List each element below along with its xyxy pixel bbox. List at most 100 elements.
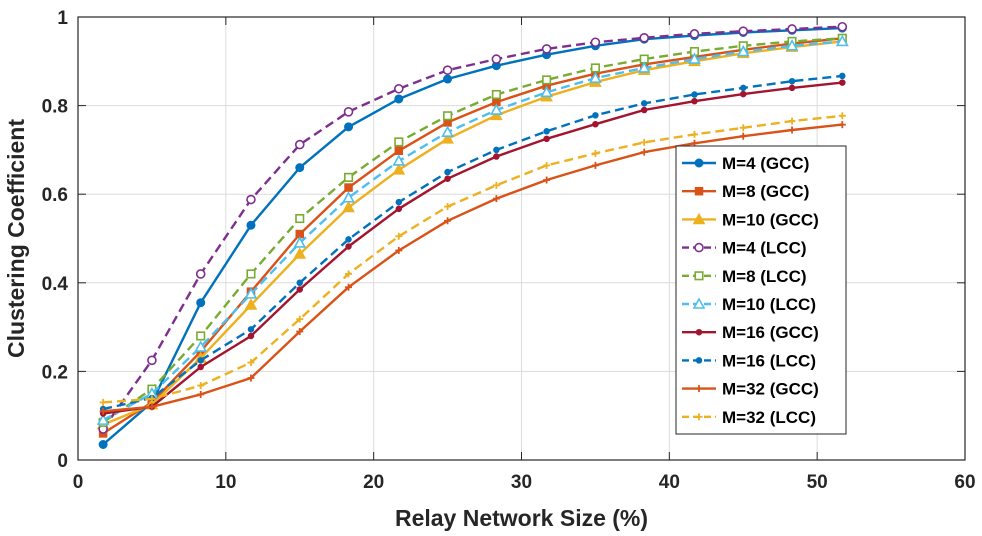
data-point <box>443 111 453 121</box>
x-tick-label: 60 <box>954 472 975 493</box>
data-point <box>392 163 406 175</box>
y-tick-label: 0.6 <box>42 185 68 206</box>
legend-marker <box>694 242 704 253</box>
data-point <box>788 84 796 92</box>
data-point <box>296 328 304 336</box>
data-point <box>590 37 601 48</box>
legend-label: M=16 (GCC) <box>722 323 819 342</box>
data-point <box>640 138 648 146</box>
x-axis-label: Relay Network Size (%) <box>395 505 648 531</box>
data-point <box>342 191 355 203</box>
data-point <box>640 100 648 107</box>
data-point <box>444 168 451 176</box>
legend-entry: M=10 (GCC) <box>682 210 819 229</box>
data-point <box>246 194 256 205</box>
data-point <box>839 72 846 80</box>
series-line <box>102 123 843 413</box>
x-tick-label: 30 <box>511 472 532 493</box>
data-point <box>541 44 552 54</box>
data-point <box>296 286 303 293</box>
data-point <box>345 283 353 291</box>
data-point <box>839 79 846 86</box>
data-point <box>345 236 352 243</box>
legend-marker <box>695 328 703 336</box>
data-point <box>98 439 108 449</box>
data-point <box>394 146 404 156</box>
series-m-32-gcc <box>99 121 846 415</box>
y-axis-label: Clustering Coefficient <box>3 119 29 358</box>
data-point <box>196 331 206 341</box>
series-line <box>102 74 843 411</box>
data-point <box>246 220 256 230</box>
data-point <box>543 161 551 169</box>
data-point <box>247 326 255 333</box>
data-point <box>441 132 454 144</box>
legend-entry: M=8 (GCC) <box>682 182 809 201</box>
legend-items: M=4 (GCC) M=8 (GCC) M=10 (GCC) M=4 (LCC) M=8… <box>682 154 819 427</box>
data-point <box>148 403 156 411</box>
data-point <box>442 65 453 75</box>
data-point <box>493 153 500 160</box>
legend-marker <box>695 357 703 364</box>
data-point <box>688 52 701 64</box>
legend-label: M=32 (LCC) <box>722 408 816 427</box>
data-point <box>591 149 599 157</box>
data-point <box>589 71 602 83</box>
x-tick-label: 10 <box>215 472 236 493</box>
data-point <box>148 395 156 403</box>
data-point <box>543 128 550 135</box>
data-point <box>99 398 107 406</box>
data-point <box>247 332 255 340</box>
x-tick-label: 50 <box>807 472 828 493</box>
y-tick-label: 0.8 <box>42 97 68 118</box>
legend-entry: M=8 (LCC) <box>682 267 807 286</box>
data-point <box>444 203 452 211</box>
data-point <box>444 217 452 225</box>
legend: M=4 (GCC) M=8 (GCC) M=10 (GCC) M=4 (LCC) M=8… <box>675 145 847 435</box>
series-line <box>102 25 843 430</box>
data-point <box>691 97 698 105</box>
data-point <box>592 120 599 128</box>
data-point <box>490 108 503 121</box>
legend-label: M=32 (GCC) <box>722 380 819 399</box>
series-line <box>102 37 843 424</box>
data-point <box>835 34 849 47</box>
data-point <box>345 243 352 250</box>
data-point <box>194 340 208 352</box>
series-line <box>102 40 843 426</box>
legend-marker <box>694 271 704 281</box>
data-point <box>343 107 354 117</box>
data-point <box>443 74 453 84</box>
legend-marker <box>692 212 706 225</box>
x-tick-label: 40 <box>659 472 680 493</box>
legend-marker <box>695 385 703 393</box>
data-point <box>244 298 258 310</box>
legend-marker <box>694 186 704 196</box>
data-point <box>788 77 796 85</box>
data-point <box>195 269 206 279</box>
data-point <box>295 214 305 224</box>
data-point <box>838 121 846 129</box>
data-point <box>639 33 650 43</box>
data-point <box>788 126 796 134</box>
data-point <box>293 247 307 259</box>
data-point <box>394 137 404 147</box>
legend-entry: M=32 (GCC) <box>682 380 819 399</box>
legend-marker <box>695 413 703 421</box>
data-point <box>739 124 747 132</box>
data-point <box>788 117 796 125</box>
legend-label: M=4 (LCC) <box>722 239 807 258</box>
x-tick-label: 20 <box>363 472 384 493</box>
data-point <box>395 205 403 213</box>
data-point <box>395 246 403 254</box>
series-lines <box>96 21 849 449</box>
data-point <box>787 24 797 34</box>
axis-ticks: 0 10 20 30 40 50 60 0 0.2 0.4 0.6 0.8 1 <box>42 8 976 493</box>
data-point <box>197 390 205 398</box>
legend-marker <box>694 158 704 168</box>
data-point <box>246 269 256 279</box>
data-point <box>739 132 747 140</box>
data-point <box>293 236 307 248</box>
data-point <box>395 232 403 240</box>
